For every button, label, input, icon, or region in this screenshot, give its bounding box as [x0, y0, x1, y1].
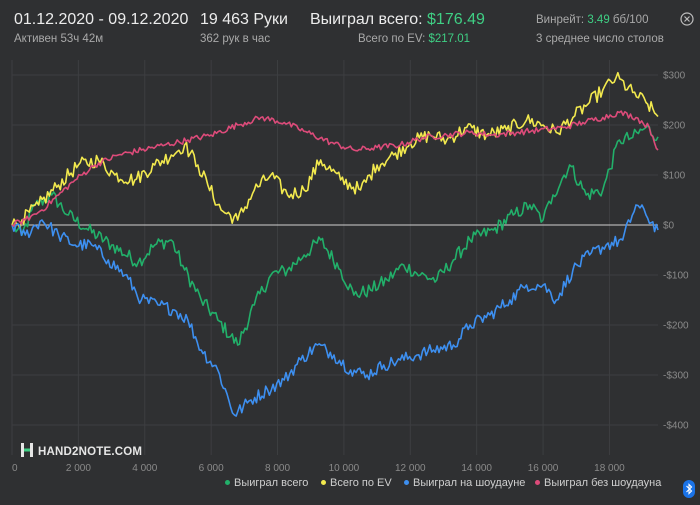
hand2note-logo-text: HAND2NOTE.COM [38, 446, 143, 458]
x-tick-label: 12 000 [395, 463, 426, 474]
x-tick-label: 18 000 [594, 463, 625, 474]
legend-item-ev[interactable]: Всего по EV [321, 477, 392, 489]
y-tick-label: $300 [663, 71, 686, 82]
x-tick-label: 8 000 [265, 463, 290, 474]
x-tick-label: 6 000 [199, 463, 224, 474]
winrate-value: 3.49 [587, 14, 610, 26]
x-tick-label: 2 000 [66, 463, 91, 474]
legend-item-non-showdown[interactable]: Выиграл без шоудауна [535, 477, 661, 489]
close-icon[interactable] [680, 12, 694, 26]
won-total: Выиграл всего: $176.49 [310, 11, 485, 29]
avg-tables: 3 среднее число столов [536, 33, 664, 45]
legend-dot-ev [321, 479, 326, 485]
x-tick-label: 14 000 [461, 463, 492, 474]
legend-dot-non-showdown [535, 479, 540, 485]
x-tick-label: 16 000 [528, 463, 559, 474]
series-line-ev [11, 71, 659, 229]
y-tick-label: $200 [663, 121, 686, 132]
chart-axis-labels: 0 2 000 4 000 6 000 8 000 10 000 12 000 14 000 1… [12, 71, 689, 475]
legend-label-won: Выиграл всего [234, 477, 309, 489]
series-line-won [11, 125, 659, 346]
ev-total-label: Всего по EV: [358, 33, 426, 45]
chart-series [11, 71, 659, 417]
x-tick-label: 4 000 [132, 463, 157, 474]
y-tick-label: $100 [663, 171, 686, 182]
series-line-non-showdown [11, 110, 659, 227]
y-tick-label: -$400 [663, 421, 689, 432]
hands-per-hour: 362 рук в час [200, 33, 271, 45]
hand2note-logo-icon [21, 443, 33, 457]
series-line-showdown [11, 204, 659, 417]
y-tick-label: -$200 [663, 321, 689, 332]
legend-label-showdown: Выиграл на шоудауне [413, 477, 526, 489]
legend-label-ev: Всего по EV [330, 477, 392, 489]
legend-item-showdown[interactable]: Выиграл на шоудауне [404, 477, 525, 489]
winrate-label: Винрейт: [536, 14, 585, 26]
won-total-label: Выиграл всего: [310, 11, 423, 28]
ev-total-value: $217.01 [428, 33, 471, 45]
chart-grid [11, 60, 658, 455]
won-total-value: $176.49 [427, 11, 485, 28]
winrate: Винрейт: 3.49 бб/100 [536, 14, 648, 26]
y-tick-label: -$300 [663, 371, 689, 382]
legend-item-won[interactable]: Выиграл всего [225, 477, 308, 489]
hand2note-logo: HAND2NOTE.COM [21, 441, 142, 458]
date-range: 01.12.2020 - 09.12.2020 [14, 11, 189, 28]
x-tick-label: 0 [12, 463, 18, 474]
x-tick-label: 10 000 [329, 463, 360, 474]
legend-dot-showdown [404, 479, 409, 485]
active-time: Активен 53ч 42м [14, 33, 104, 45]
winrate-unit: бб/100 [612, 14, 649, 26]
legend-label-non-showdown: Выиграл без шоудауна [544, 477, 662, 489]
y-tick-label: -$100 [663, 271, 689, 282]
hands-count: 19 463 Руки [200, 11, 288, 28]
bluetooth-icon[interactable] [683, 480, 695, 498]
legend-dot-won [225, 479, 230, 485]
ev-total: Всего по EV: $217.01 [358, 33, 470, 45]
y-tick-label: $0 [663, 221, 675, 232]
